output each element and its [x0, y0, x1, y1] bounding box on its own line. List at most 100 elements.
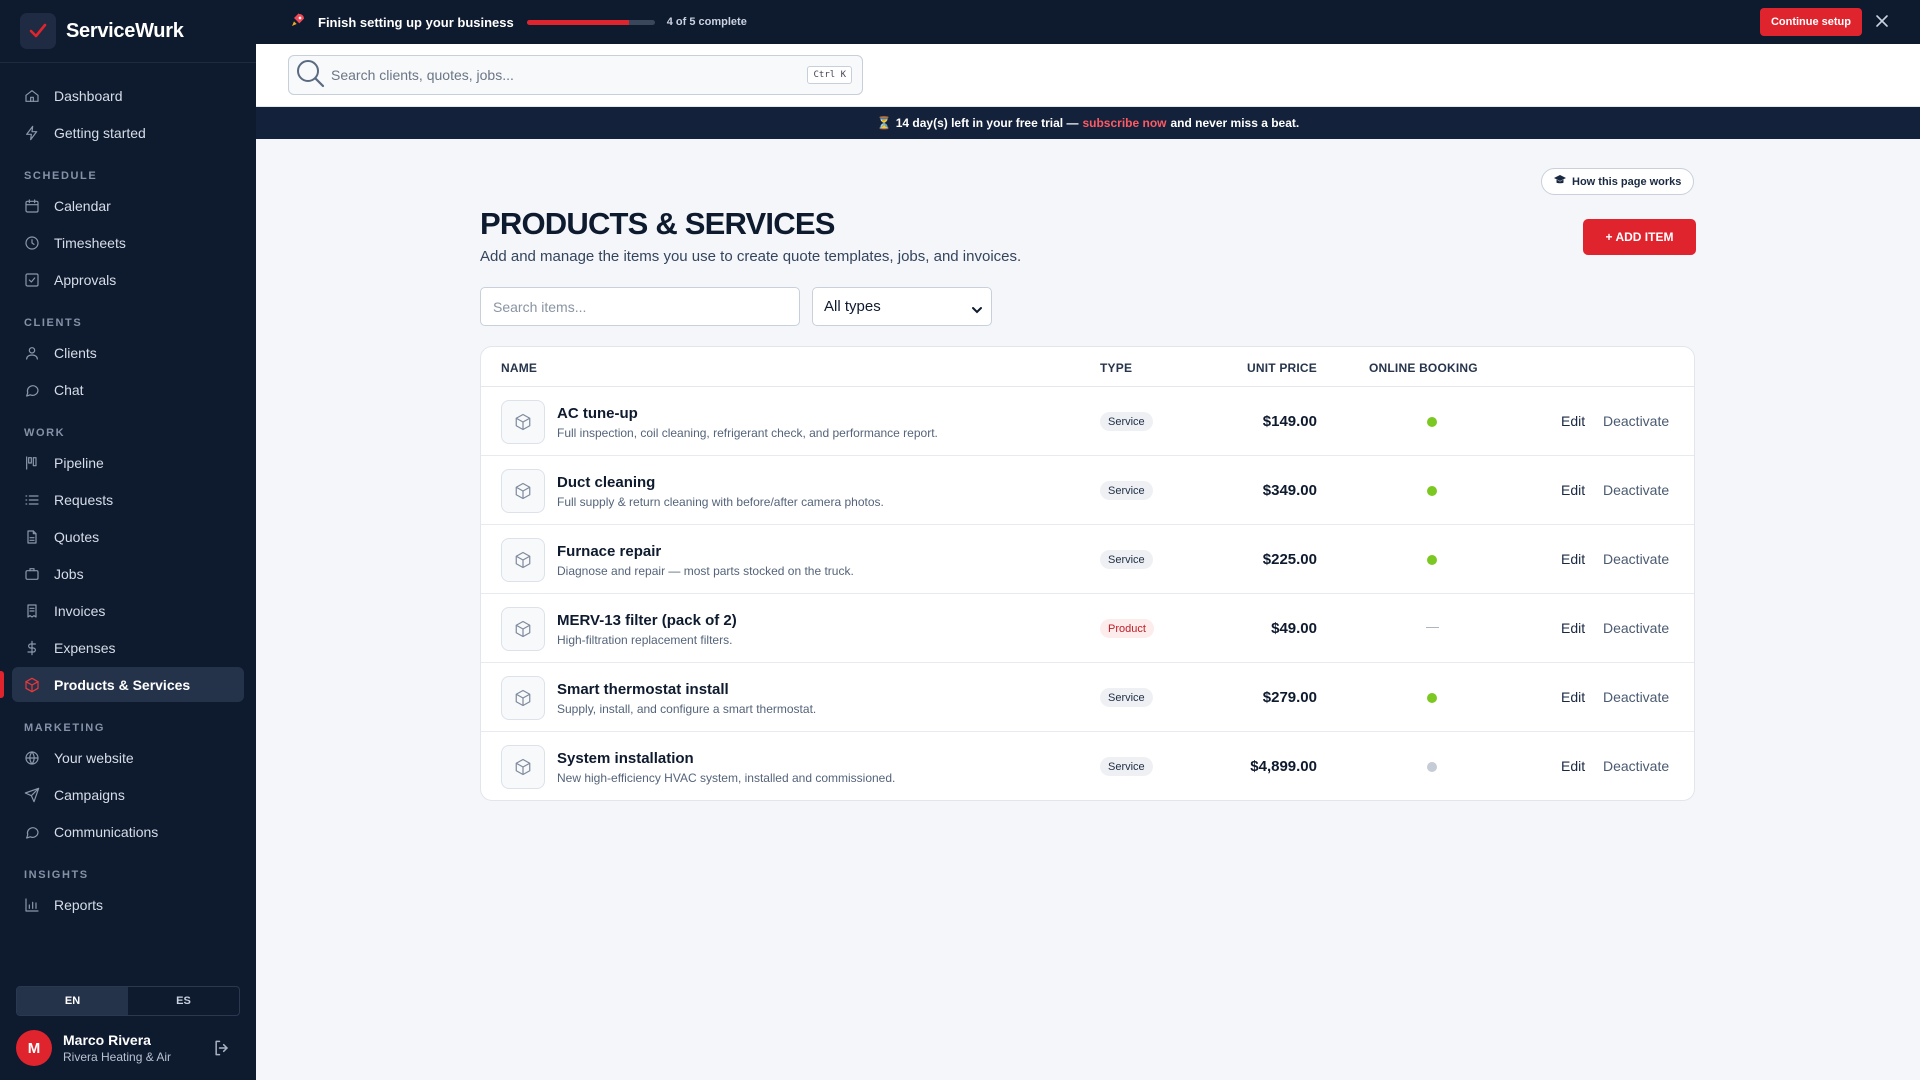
header-unit-price[interactable]: UNIT PRICE — [1246, 361, 1317, 375]
main-content: How this page works PRODUCTS & SERVICES … — [256, 139, 1920, 1080]
sidebar-item-clients[interactable]: Clients — [12, 335, 244, 370]
edit-button[interactable]: Edit — [1561, 551, 1586, 567]
unit-price: $279.00 — [1262, 689, 1317, 706]
type-filter-value: All types — [824, 298, 881, 315]
edit-button[interactable]: Edit — [1561, 689, 1586, 705]
sidebar-item-label: Your website — [54, 749, 134, 766]
sidebar-item-label: Invoices — [54, 602, 106, 619]
item-box-icon — [501, 676, 545, 720]
global-search: Ctrl K — [288, 55, 863, 95]
invoice-icon — [24, 603, 40, 619]
lang-es-button[interactable]: ES — [176, 995, 191, 1007]
deactivate-button[interactable]: Deactivate — [1603, 758, 1670, 774]
type-badge: Service — [1100, 412, 1153, 431]
sidebar-item-label: Expenses — [54, 639, 116, 656]
brand-name: ServiceWurk — [66, 19, 184, 42]
briefcase-icon — [24, 566, 40, 582]
bar-chart-icon — [24, 897, 40, 913]
item-description: High-filtration replacement filters. — [557, 633, 733, 647]
how-page-works-label: How this page works — [1572, 175, 1682, 188]
online-booking-status-on — [1427, 555, 1437, 565]
send-icon — [24, 787, 40, 803]
logout-icon[interactable] — [212, 1038, 232, 1063]
trial-banner: ⏳ 14 day(s) left in your free trial — su… — [256, 107, 1920, 139]
item-name[interactable]: Furnace repair — [557, 543, 662, 560]
sidebar-item-invoices[interactable]: Invoices — [12, 593, 244, 628]
sidebar-item-campaigns[interactable]: Campaigns — [12, 777, 244, 812]
user-profile[interactable]: M Marco Rivera Rivera Heating & Air — [16, 1028, 240, 1068]
type-filter-select[interactable]: All types — [812, 287, 992, 326]
online-booking-status-on — [1427, 417, 1437, 427]
checkbox-icon — [24, 272, 40, 288]
sidebar-item-expenses[interactable]: Expenses — [12, 630, 244, 665]
user-icon — [24, 345, 40, 361]
page-title: PRODUCTS & SERVICES — [480, 206, 835, 241]
sidebar-item-communications[interactable]: Communications — [12, 814, 244, 849]
item-description: Supply, install, and configure a smart t… — [557, 702, 817, 716]
sidebar-item-chat[interactable]: Chat — [12, 372, 244, 407]
sidebar-item-calendar[interactable]: Calendar — [12, 188, 244, 223]
setup-progress-bar — [526, 19, 655, 25]
header-online-booking[interactable]: ONLINE BOOKING — [1369, 361, 1478, 375]
sidebar-item-timesheets[interactable]: Timesheets — [12, 225, 244, 260]
unit-price: $349.00 — [1262, 482, 1317, 499]
deactivate-button[interactable]: Deactivate — [1603, 482, 1670, 498]
page-subtitle: Add and manage the items you use to crea… — [480, 248, 1022, 265]
edit-button[interactable]: Edit — [1561, 413, 1586, 429]
sidebar-item-reports[interactable]: Reports — [12, 887, 244, 922]
item-name[interactable]: AC tune-up — [557, 405, 638, 422]
subscribe-link[interactable]: subscribe now — [1082, 116, 1167, 130]
unit-price: $225.00 — [1262, 551, 1317, 568]
lang-en-button[interactable]: EN — [17, 987, 128, 1015]
sidebar-item-label: Reports — [54, 896, 104, 913]
sidebar-item-your-website[interactable]: Your website — [12, 740, 244, 775]
item-search-input[interactable] — [480, 287, 800, 326]
item-name[interactable]: Duct cleaning — [557, 474, 656, 491]
brand[interactable]: ServiceWurk — [0, 0, 256, 63]
item-name[interactable]: MERV-13 filter (pack of 2) — [557, 612, 737, 629]
sidebar-item-pipeline[interactable]: Pipeline — [12, 445, 244, 480]
deactivate-button[interactable]: Deactivate — [1603, 413, 1670, 429]
item-description: Diagnose and repair — most parts stocked… — [557, 564, 854, 578]
header-name[interactable]: NAME — [501, 361, 538, 375]
language-toggle: EN ES — [16, 986, 240, 1016]
item-box-icon — [501, 538, 545, 582]
top-search-bar: Ctrl K — [256, 44, 1920, 107]
deactivate-button[interactable]: Deactivate — [1603, 689, 1670, 705]
sidebar-item-label: Quotes — [54, 528, 100, 545]
sidebar-item-label: Products & Services — [54, 676, 191, 693]
item-box-icon — [501, 607, 545, 651]
sidebar-item-approvals[interactable]: Approvals — [12, 262, 244, 297]
setup-count: 4 of 5 complete — [666, 16, 747, 28]
add-item-button[interactable]: + ADD ITEM — [1583, 219, 1696, 255]
continue-setup-button[interactable]: Continue setup — [1759, 8, 1862, 36]
chat-icon — [24, 382, 40, 398]
deactivate-button[interactable]: Deactivate — [1603, 620, 1670, 636]
sidebar-item-requests[interactable]: Requests — [12, 482, 244, 517]
close-icon[interactable] — [1874, 13, 1890, 34]
sidebar-item-label: Jobs — [54, 565, 84, 582]
table-row: System installation New high-efficiency H… — [481, 732, 1694, 800]
pipeline-icon — [24, 455, 40, 471]
item-name[interactable]: System installation — [557, 750, 694, 767]
how-page-works-button[interactable]: How this page works — [1541, 168, 1695, 195]
setup-progress-fill — [526, 19, 630, 25]
sidebar-item-dashboard[interactable]: Dashboard — [12, 78, 244, 113]
edit-button[interactable]: Edit — [1561, 482, 1586, 498]
sidebar-item-jobs[interactable]: Jobs — [12, 556, 244, 591]
type-badge: Service — [1100, 757, 1153, 776]
sidebar-item-getting-started[interactable]: Getting started — [12, 115, 244, 150]
edit-button[interactable]: Edit — [1561, 758, 1586, 774]
item-name[interactable]: Smart thermostat install — [557, 681, 729, 698]
products-table: NAME TYPE UNIT PRICE ONLINE BOOKING AC t… — [480, 346, 1695, 801]
sidebar-item-label: Pipeline — [54, 454, 104, 471]
global-search-input[interactable] — [331, 67, 791, 83]
header-type[interactable]: TYPE — [1100, 361, 1133, 375]
logo-check-icon — [20, 13, 56, 49]
user-name: Marco Rivera — [63, 1032, 151, 1048]
online-booking-status-off — [1427, 762, 1437, 772]
sidebar-item-products-and-services[interactable]: Products & Services — [0, 667, 244, 702]
edit-button[interactable]: Edit — [1561, 620, 1586, 636]
sidebar-item-quotes[interactable]: Quotes — [12, 519, 244, 554]
deactivate-button[interactable]: Deactivate — [1603, 551, 1670, 567]
